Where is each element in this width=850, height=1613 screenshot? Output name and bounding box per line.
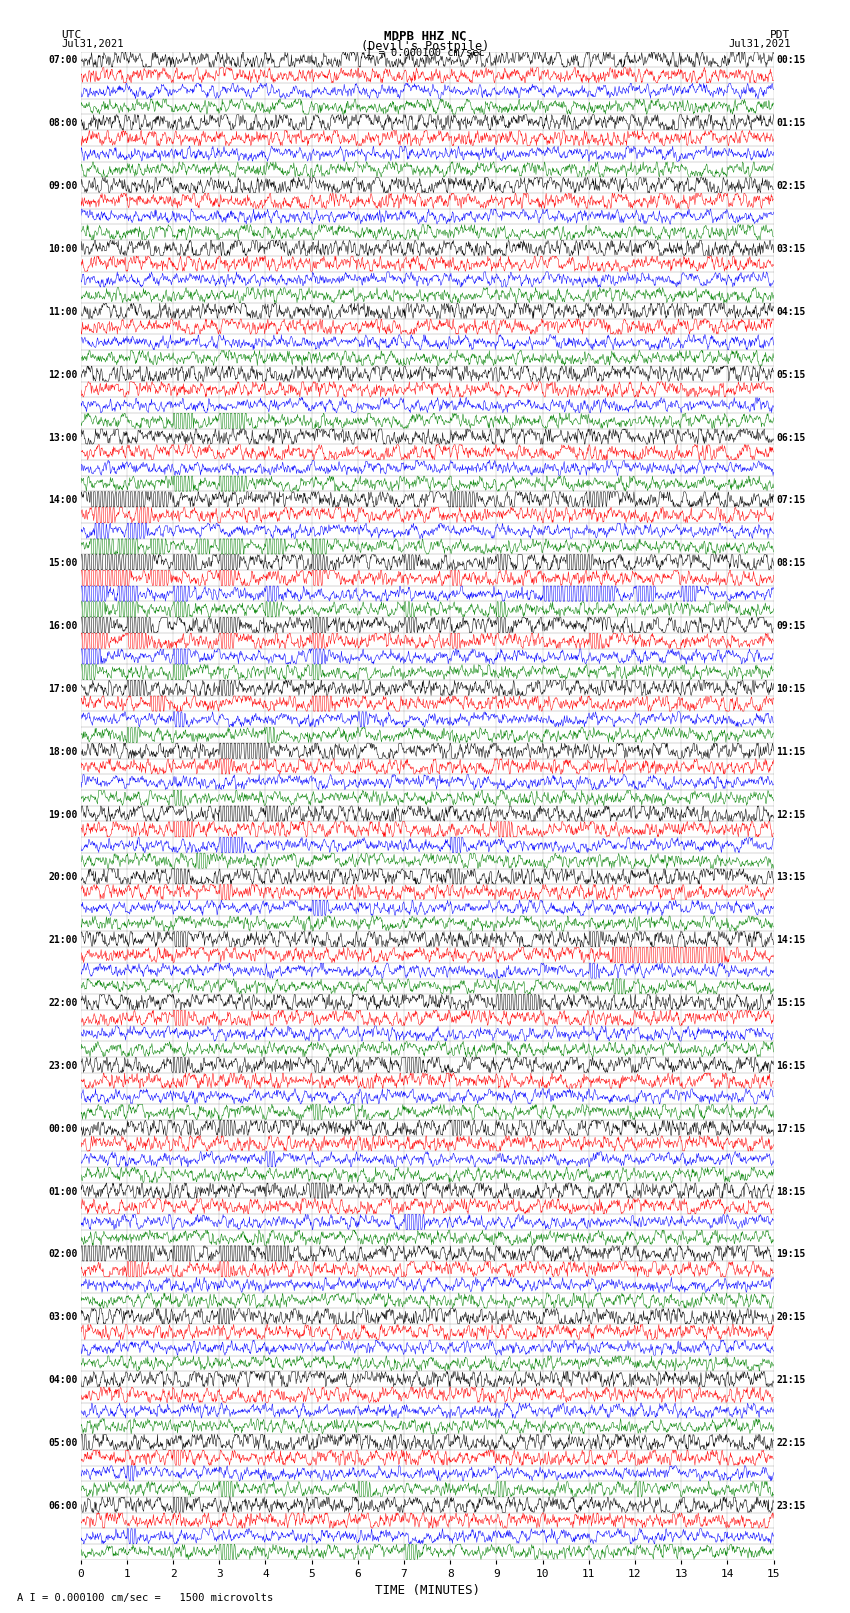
- Text: Jul31,2021: Jul31,2021: [61, 39, 124, 48]
- X-axis label: TIME (MINUTES): TIME (MINUTES): [375, 1584, 479, 1597]
- Text: Jul31,2021: Jul31,2021: [728, 39, 791, 48]
- Text: PDT: PDT: [770, 31, 790, 40]
- Text: UTC: UTC: [61, 31, 82, 40]
- Text: I = 0.000100 cm/sec: I = 0.000100 cm/sec: [366, 48, 484, 58]
- Text: MDPB HHZ NC: MDPB HHZ NC: [383, 31, 467, 44]
- Text: A I = 0.000100 cm/sec =   1500 microvolts: A I = 0.000100 cm/sec = 1500 microvolts: [17, 1594, 273, 1603]
- Text: (Devil's Postpile): (Devil's Postpile): [361, 39, 489, 53]
